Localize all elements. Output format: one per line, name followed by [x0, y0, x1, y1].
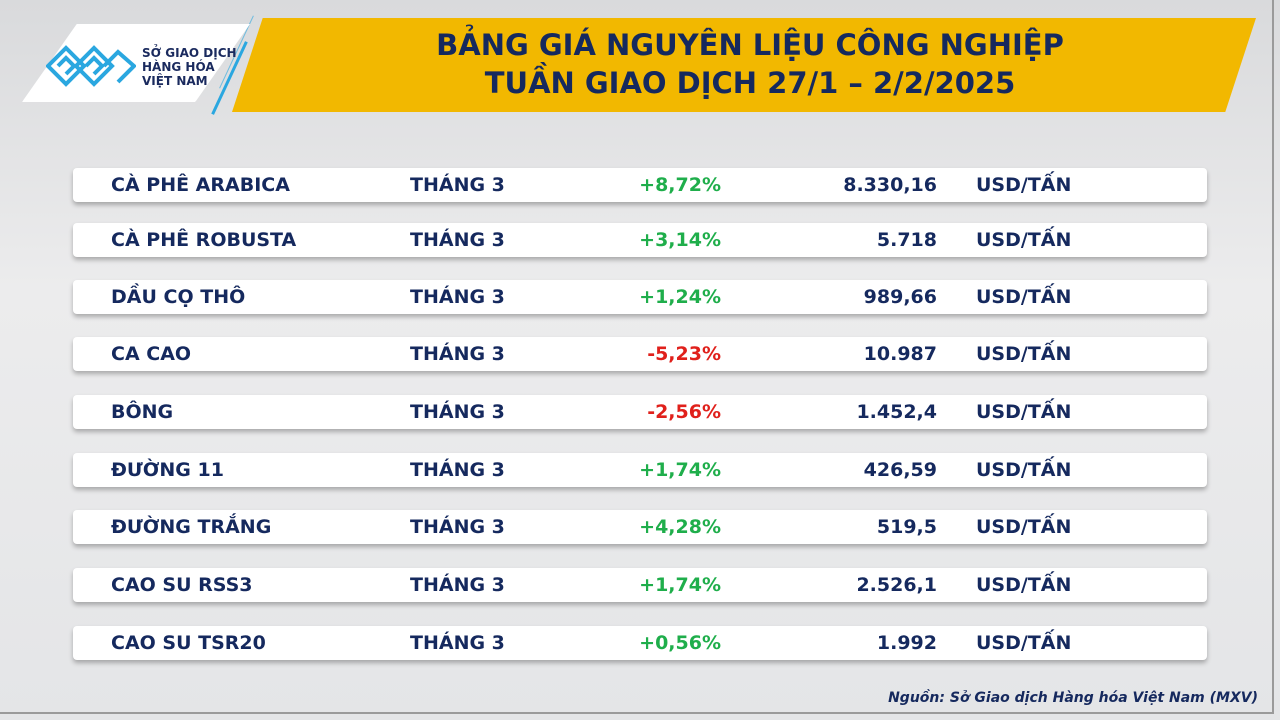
weekly-change: +1,24%	[639, 286, 721, 308]
commodity-name: ĐƯỜNG 11	[111, 459, 224, 481]
contract-month: THÁNG 3	[410, 286, 505, 308]
table-row: BÔNG THÁNG 3 -2,56% 1.452,4 USD/TẤN	[73, 395, 1207, 429]
contract-month: THÁNG 3	[410, 574, 505, 596]
frame-border-bottom	[0, 712, 1274, 714]
price-value: 5.718	[876, 229, 937, 251]
table-row: CAO SU RSS3 THÁNG 3 +1,74% 2.526,1 USD/TẤN	[73, 568, 1207, 602]
commodity-name: DẦU CỌ THÔ	[111, 286, 246, 308]
mxv-logo-icon	[46, 45, 136, 87]
commodity-name: CA CAO	[111, 343, 192, 365]
title-line-1: BẢNG GIÁ NGUYÊN LIỆU CÔNG NGHIỆP	[436, 28, 1064, 62]
weekly-change: -2,56%	[647, 401, 721, 423]
weekly-change: -5,23%	[647, 343, 721, 365]
source-note: Nguồn: Sở Giao dịch Hàng hóa Việt Nam (M…	[888, 690, 1258, 706]
weekly-change: +1,74%	[639, 574, 721, 596]
commodity-name: CÀ PHÊ ARABICA	[111, 174, 290, 196]
price-value: 2.526,1	[856, 574, 937, 596]
table-row: CA CAO THÁNG 3 -5,23% 10.987 USD/TẤN	[73, 337, 1207, 371]
price-unit: USD/TẤN	[976, 632, 1072, 654]
table-row: ĐƯỜNG TRẮNG THÁNG 3 +4,28% 519,5 USD/TẤN	[73, 510, 1207, 544]
weekly-change: +3,14%	[639, 229, 721, 251]
table-row: CÀ PHÊ ARABICA THÁNG 3 +8,72% 8.330,16 USD/T…	[73, 168, 1207, 202]
logo-line-1: SỞ GIAO DỊCH	[142, 46, 237, 60]
commodity-name: ĐƯỜNG TRẮNG	[111, 516, 272, 538]
price-unit: USD/TẤN	[976, 229, 1072, 251]
price-value: 8.330,16	[843, 174, 937, 196]
price-unit: USD/TẤN	[976, 174, 1072, 196]
price-value: 426,59	[863, 459, 937, 481]
price-unit: USD/TẤN	[976, 286, 1072, 308]
commodity-name: CAO SU TSR20	[111, 632, 266, 654]
price-value: 989,66	[863, 286, 937, 308]
logo-line-3: VIỆT NAM	[142, 74, 208, 88]
contract-month: THÁNG 3	[410, 516, 505, 538]
contract-month: THÁNG 3	[410, 632, 505, 654]
price-value: 10.987	[863, 343, 937, 365]
weekly-change: +8,72%	[639, 174, 721, 196]
commodity-name: CAO SU RSS3	[111, 574, 253, 596]
weekly-change: +0,56%	[639, 632, 721, 654]
table-row: ĐƯỜNG 11 THÁNG 3 +1,74% 426,59 USD/TẤN	[73, 453, 1207, 487]
contract-month: THÁNG 3	[410, 229, 505, 251]
frame-border	[1272, 0, 1274, 714]
commodity-name: BÔNG	[111, 401, 174, 423]
title-banner	[232, 18, 1256, 112]
weekly-change: +4,28%	[639, 516, 721, 538]
page-title: BẢNG GIÁ NGUYÊN LIỆU CÔNG NGHIỆP TUẦN GI…	[240, 26, 1260, 102]
price-unit: USD/TẤN	[976, 516, 1072, 538]
price-value: 1.452,4	[856, 401, 937, 423]
logo-text: SỞ GIAO DỊCH HÀNG HÓA VIỆT NAM	[142, 46, 237, 88]
commodity-name: CÀ PHÊ ROBUSTA	[111, 229, 297, 251]
title-line-2: TUẦN GIAO DỊCH 27/1 – 2/2/2025	[484, 66, 1016, 100]
price-unit: USD/TẤN	[976, 401, 1072, 423]
contract-month: THÁNG 3	[410, 459, 505, 481]
price-unit: USD/TẤN	[976, 574, 1072, 596]
logo-line-2: HÀNG HÓA	[142, 60, 215, 74]
table-row: CÀ PHÊ ROBUSTA THÁNG 3 +3,14% 5.718 USD/TẤN	[73, 223, 1207, 257]
price-value: 519,5	[876, 516, 937, 538]
price-unit: USD/TẤN	[976, 459, 1072, 481]
weekly-change: +1,74%	[639, 459, 721, 481]
table-row: CAO SU TSR20 THÁNG 3 +0,56% 1.992 USD/TẤN	[73, 626, 1207, 660]
contract-month: THÁNG 3	[410, 401, 505, 423]
contract-month: THÁNG 3	[410, 343, 505, 365]
contract-month: THÁNG 3	[410, 174, 505, 196]
price-unit: USD/TẤN	[976, 343, 1072, 365]
table-row: DẦU CỌ THÔ THÁNG 3 +1,24% 989,66 USD/TẤN	[73, 280, 1207, 314]
price-value: 1.992	[876, 632, 937, 654]
